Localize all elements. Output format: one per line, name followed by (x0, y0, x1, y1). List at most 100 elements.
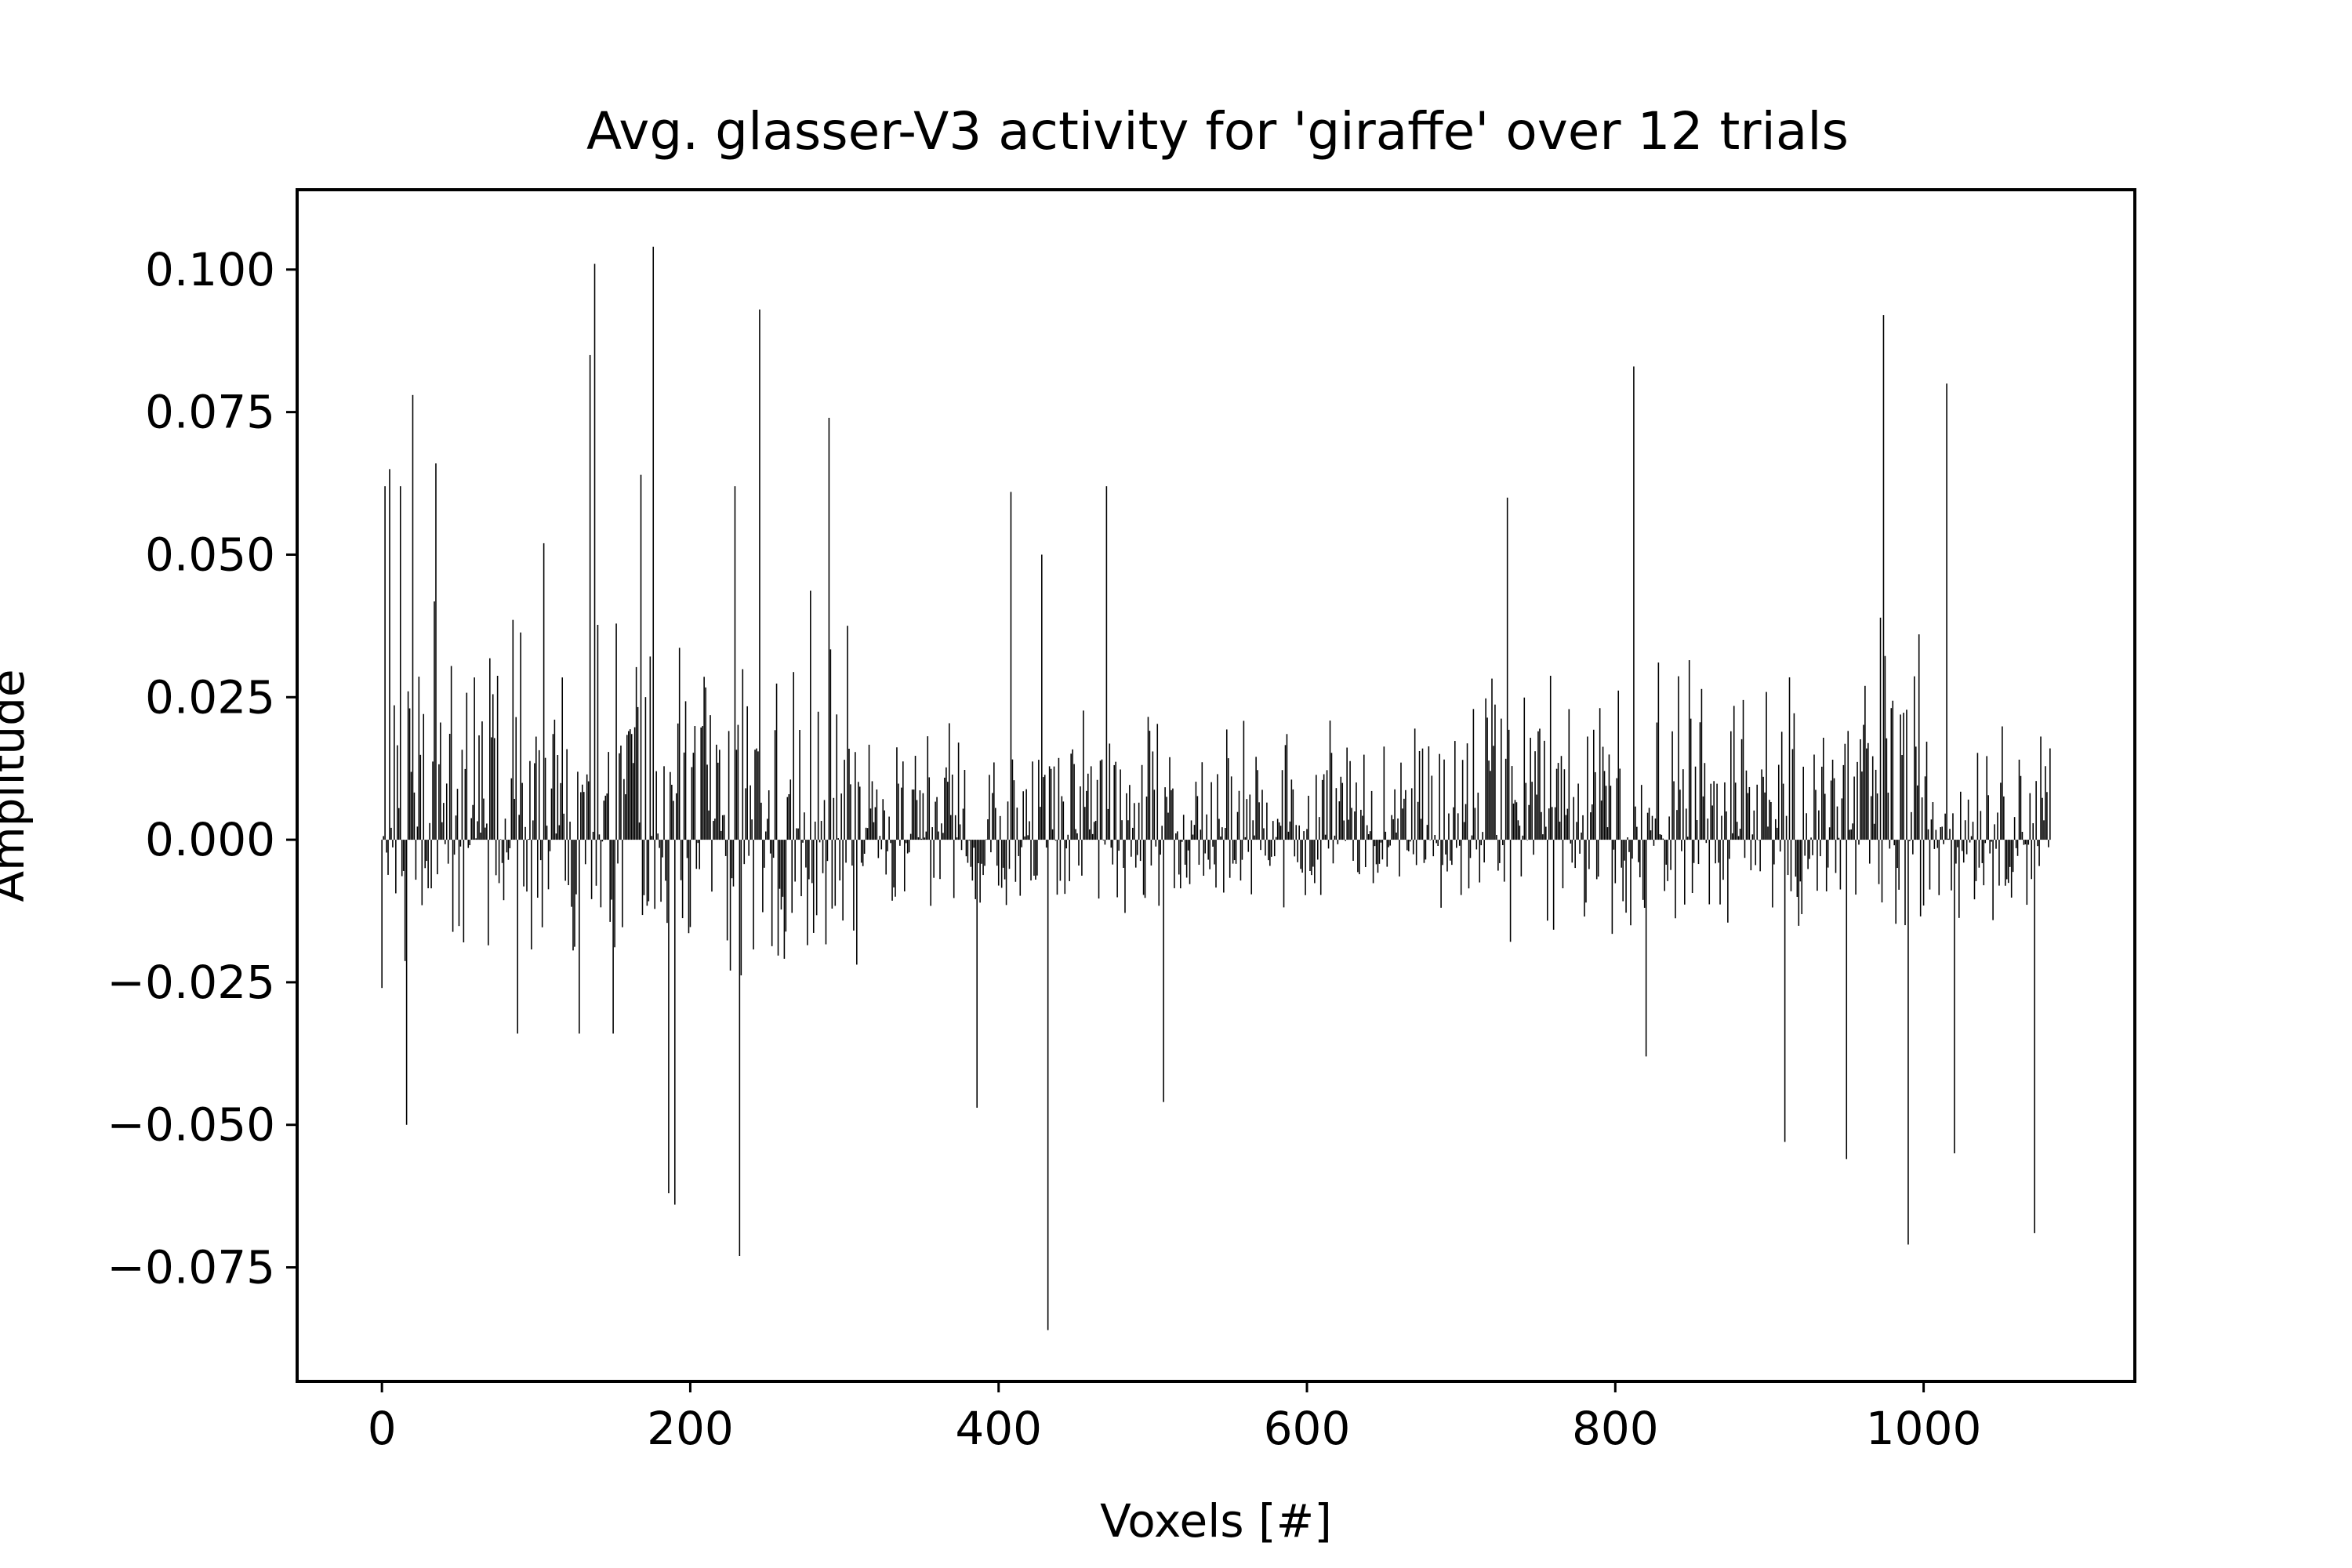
bar (1258, 802, 1260, 840)
bar (1268, 840, 1269, 861)
bar (979, 840, 981, 903)
bar (1842, 764, 1845, 840)
bar (2048, 840, 2049, 848)
bar (1804, 840, 1806, 856)
bar (845, 840, 847, 863)
bar (1131, 840, 1132, 857)
bar (432, 761, 434, 840)
bar (1867, 742, 1869, 840)
bar (869, 808, 872, 840)
bar (503, 840, 505, 901)
bar (625, 794, 626, 840)
bar (557, 755, 559, 840)
bar (1200, 829, 1202, 840)
bar (1944, 813, 1946, 840)
bar (1061, 796, 1063, 840)
bar (394, 705, 395, 840)
bar (1271, 840, 1272, 857)
bar (2006, 840, 2008, 880)
bar (1551, 807, 1553, 840)
bar (1686, 837, 1689, 840)
bar (1485, 698, 1486, 840)
bar (671, 784, 673, 840)
bar (518, 815, 520, 840)
bar (673, 800, 674, 840)
bar (688, 840, 690, 934)
bar (555, 833, 557, 840)
bar (745, 788, 747, 840)
bar (1796, 840, 1798, 897)
bar (1777, 764, 1780, 840)
bar (1235, 840, 1237, 864)
bar (956, 837, 958, 840)
bar (418, 677, 420, 840)
bar (1493, 746, 1494, 840)
bar (1700, 688, 1703, 840)
bar (415, 840, 417, 880)
bar (620, 745, 622, 840)
bar (1329, 720, 1331, 840)
bar (882, 799, 884, 840)
bar (949, 723, 950, 840)
bar (571, 840, 572, 907)
bar (686, 840, 688, 858)
bar (1900, 714, 1901, 840)
bar (644, 697, 647, 840)
bar (630, 734, 633, 840)
bar (782, 840, 784, 897)
bar (947, 782, 949, 840)
bar (1446, 840, 1448, 872)
bar (1693, 840, 1695, 863)
bar (750, 785, 751, 840)
bar (1494, 704, 1496, 840)
bar (1283, 840, 1285, 908)
bar (1421, 748, 1424, 840)
bar (786, 797, 789, 840)
bar (515, 717, 517, 840)
bar (1858, 840, 1860, 845)
bar (1198, 840, 1200, 866)
bar (734, 486, 736, 840)
bar (1357, 840, 1359, 873)
bar (622, 840, 623, 927)
bar (549, 840, 551, 851)
bar (1436, 840, 1437, 844)
bar (1812, 840, 1813, 855)
bar (1290, 779, 1293, 840)
bar (919, 790, 921, 840)
bar (1809, 840, 1810, 859)
bar (876, 789, 878, 840)
bar (1465, 804, 1467, 840)
bar (1820, 840, 1821, 857)
bar (1414, 728, 1416, 840)
bar (817, 711, 819, 840)
bar (1933, 840, 1936, 849)
bar (1380, 840, 1382, 843)
bar (1030, 840, 1032, 881)
bar (989, 775, 990, 840)
bar (1579, 840, 1581, 854)
bar (965, 840, 967, 857)
bar (488, 840, 489, 946)
bar (833, 797, 835, 840)
bar (1584, 840, 1585, 917)
y-tick-label: −0.025 (107, 956, 275, 1009)
bar (1133, 803, 1135, 840)
bar (413, 792, 416, 840)
bar (779, 840, 781, 889)
bar (1418, 750, 1421, 840)
bar (510, 778, 513, 840)
bar (1275, 837, 1277, 840)
bar (1058, 757, 1060, 840)
bar (1000, 840, 1003, 888)
bar (1599, 708, 1601, 840)
bar (999, 815, 1001, 840)
bar (1356, 782, 1357, 840)
bar (464, 768, 466, 840)
bar (678, 648, 681, 840)
bar (729, 840, 731, 971)
bar (1499, 840, 1501, 863)
bar (1019, 840, 1022, 896)
bar (826, 840, 829, 862)
bar (978, 840, 979, 864)
